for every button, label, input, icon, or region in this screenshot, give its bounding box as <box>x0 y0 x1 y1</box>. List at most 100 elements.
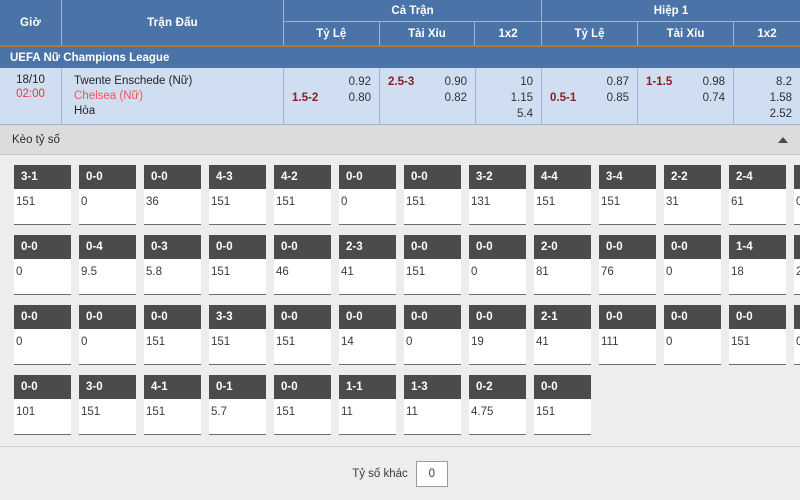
score-cell[interactable]: 2-0 81 <box>534 235 591 295</box>
score-odds[interactable]: 14 <box>341 336 354 348</box>
score-odds[interactable]: 19 <box>471 336 484 348</box>
score-cell[interactable]: 0-0 0 <box>404 305 461 365</box>
score-odds[interactable]: 151 <box>406 266 426 278</box>
score-odds[interactable]: 151 <box>276 336 296 348</box>
score-chip[interactable]: 2-4 <box>729 165 786 189</box>
score-odds[interactable]: 0 <box>406 336 413 348</box>
score-chip[interactable]: 2-2 <box>664 165 721 189</box>
score-chip[interactable]: 0-0 <box>79 165 136 189</box>
score-cell[interactable]: 1-4 18 <box>729 235 786 295</box>
half-handicap-odd-1[interactable]: 0.87 <box>606 76 629 88</box>
score-cell[interactable]: 2-1 41 <box>534 305 591 365</box>
score-cell[interactable]: 3-1 151 <box>14 165 71 225</box>
odds-half-handicap[interactable]: 0.87 0.5-1 0.85 <box>542 68 638 125</box>
score-odds[interactable]: 0 <box>16 266 23 278</box>
full-ou-odd-1[interactable]: 0.90 <box>444 76 467 88</box>
full-ou-odd-2[interactable]: 0.82 <box>444 92 467 104</box>
score-cell[interactable]: 0-4 9.5 <box>79 235 136 295</box>
score-chip[interactable]: 0-0 <box>729 305 786 329</box>
score-chip[interactable]: 4-4 <box>534 165 591 189</box>
odds-full-handicap[interactable]: 0.92 1.5-2 0.80 <box>284 68 380 125</box>
score-cell[interactable]: 0-0 0 <box>14 235 71 295</box>
score-odds[interactable]: 76 <box>601 266 614 278</box>
score-odds[interactable]: 81 <box>536 266 549 278</box>
score-chip[interactable]: 0-0 <box>404 235 461 259</box>
score-chip[interactable]: 4-1 <box>144 375 201 399</box>
score-odds[interactable]: 41 <box>341 266 354 278</box>
score-cell[interactable]: 1-0 26 <box>794 235 800 295</box>
score-odds[interactable]: 151 <box>146 406 166 418</box>
score-odds[interactable]: 151 <box>16 196 36 208</box>
score-odds[interactable]: 151 <box>146 336 166 348</box>
odds-full-1x2[interactable]: 10 1.15 5.4 <box>476 68 542 125</box>
score-cell[interactable]: 3-2 131 <box>469 165 526 225</box>
score-cell[interactable]: 0-0 151 <box>274 305 331 365</box>
score-cell[interactable]: 3-0 151 <box>79 375 136 435</box>
full-1x2-away[interactable]: 5.4 <box>517 108 533 120</box>
score-chip[interactable]: 0-0 <box>664 235 721 259</box>
score-cell[interactable]: 0-0 0 <box>79 165 136 225</box>
score-chip[interactable]: 0-0 <box>274 375 331 399</box>
half-ou-odd-1[interactable]: 0.98 <box>702 76 725 88</box>
score-cell[interactable]: 0-0 36 <box>144 165 201 225</box>
score-cell[interactable]: 0-0 151 <box>144 305 201 365</box>
score-cell[interactable]: 3-4 151 <box>599 165 656 225</box>
score-cell[interactable]: 0-0 14 <box>339 305 396 365</box>
score-odds[interactable]: 18 <box>731 266 744 278</box>
score-cell[interactable]: 0-0 0 <box>794 305 800 365</box>
score-chip[interactable]: 0-2 <box>469 375 526 399</box>
score-cell[interactable]: 0-0 101 <box>14 375 71 435</box>
league-banner[interactable]: UEFA Nữ Champions League <box>0 47 800 68</box>
score-chip[interactable]: 0-0 <box>794 305 800 329</box>
score-chip[interactable]: 0-4 <box>79 235 136 259</box>
score-odds[interactable]: 151 <box>211 266 231 278</box>
score-chip[interactable]: 0-0 <box>14 235 71 259</box>
half-ou-odd-2[interactable]: 0.74 <box>702 92 725 104</box>
score-odds[interactable]: 151 <box>276 406 296 418</box>
score-chip[interactable]: 0-0 <box>274 305 331 329</box>
score-cell[interactable]: 4-2 151 <box>274 165 331 225</box>
score-odds[interactable]: 0 <box>81 336 88 348</box>
score-odds[interactable]: 131 <box>471 196 491 208</box>
score-cell[interactable]: 0-2 4.75 <box>469 375 526 435</box>
score-odds[interactable]: 0 <box>16 336 23 348</box>
caret-up-icon[interactable] <box>778 136 788 143</box>
score-cell[interactable]: 4-1 151 <box>144 375 201 435</box>
score-odds[interactable]: 151 <box>536 196 556 208</box>
score-odds[interactable]: 31 <box>666 196 679 208</box>
score-cell[interactable]: 0-0 0 <box>339 165 396 225</box>
score-odds[interactable]: 0 <box>81 196 88 208</box>
score-cell[interactable]: 0-0 151 <box>729 305 786 365</box>
score-chip[interactable]: 2-3 <box>339 235 396 259</box>
score-cell[interactable]: 0-0 76 <box>599 235 656 295</box>
score-cell[interactable]: 0-1 5.7 <box>209 375 266 435</box>
match-row[interactable]: 18/10 02:00 Twente Enschede (Nữ) Chelsea… <box>0 68 800 125</box>
score-cell[interactable]: 2-4 61 <box>729 165 786 225</box>
score-odds[interactable]: 151 <box>731 336 751 348</box>
score-cell[interactable]: 3-3 151 <box>209 305 266 365</box>
score-chip[interactable]: 0-0 <box>144 305 201 329</box>
score-chip[interactable]: 0-1 <box>209 375 266 399</box>
score-odds[interactable]: 151 <box>81 406 101 418</box>
half-1x2-home[interactable]: 8.2 <box>776 76 792 88</box>
score-chip[interactable]: 0-0 <box>79 305 136 329</box>
score-cell[interactable]: 0-0 151 <box>404 165 461 225</box>
score-chip[interactable]: 4-2 <box>274 165 331 189</box>
score-chip[interactable]: 3-4 <box>599 165 656 189</box>
correct-score-section-header[interactable]: Kèo tỷ số <box>0 125 800 155</box>
score-chip[interactable]: 0-0 <box>599 305 656 329</box>
score-chip[interactable]: 1-3 <box>404 375 461 399</box>
score-chip[interactable]: 0-0 <box>469 235 526 259</box>
score-chip[interactable]: 2-1 <box>534 305 591 329</box>
score-odds[interactable]: 0 <box>796 196 800 208</box>
full-handicap-odd-2[interactable]: 0.80 <box>348 92 371 104</box>
score-chip[interactable]: 0-0 <box>14 305 71 329</box>
score-cell[interactable]: 1-3 11 <box>404 375 461 435</box>
score-chip[interactable]: 0-0 <box>144 165 201 189</box>
score-cell[interactable]: 0-0 0 <box>469 235 526 295</box>
score-chip[interactable]: 2-0 <box>534 235 591 259</box>
score-odds[interactable]: 151 <box>536 406 556 418</box>
score-chip[interactable]: 3-0 <box>79 375 136 399</box>
score-chip[interactable]: 0-0 <box>794 165 800 189</box>
score-chip[interactable]: 0-0 <box>14 375 71 399</box>
